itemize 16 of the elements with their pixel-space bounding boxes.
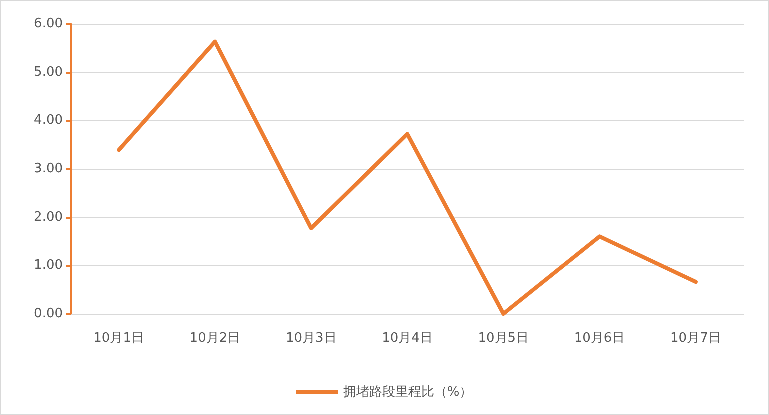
x-tick-label: 10月2日 [190,331,241,346]
line-series [117,40,698,316]
y-tick-label: 6.00 [34,16,63,32]
y-tick-label: 4.00 [34,113,63,128]
x-tick-label: 10月7日 [670,331,722,346]
y-tick-label: 0.00 [34,306,63,322]
y-tick-label: 3.00 [34,162,63,176]
y-tick-label: 1.00 [34,258,63,274]
x-tick-label: 10月3日 [286,331,337,346]
y-tick-label: 5.00 [34,64,63,80]
x-tick-label: 10月1日 [94,331,144,346]
legend-label: 拥堵路段里程比（%） [343,385,473,400]
x-tick-label: 10月6日 [574,331,626,346]
x-tick-label: 10月5日 [478,331,530,346]
x-tick-label: 10月4日 [382,331,433,346]
y-tick-label: 2.00 [34,210,63,225]
